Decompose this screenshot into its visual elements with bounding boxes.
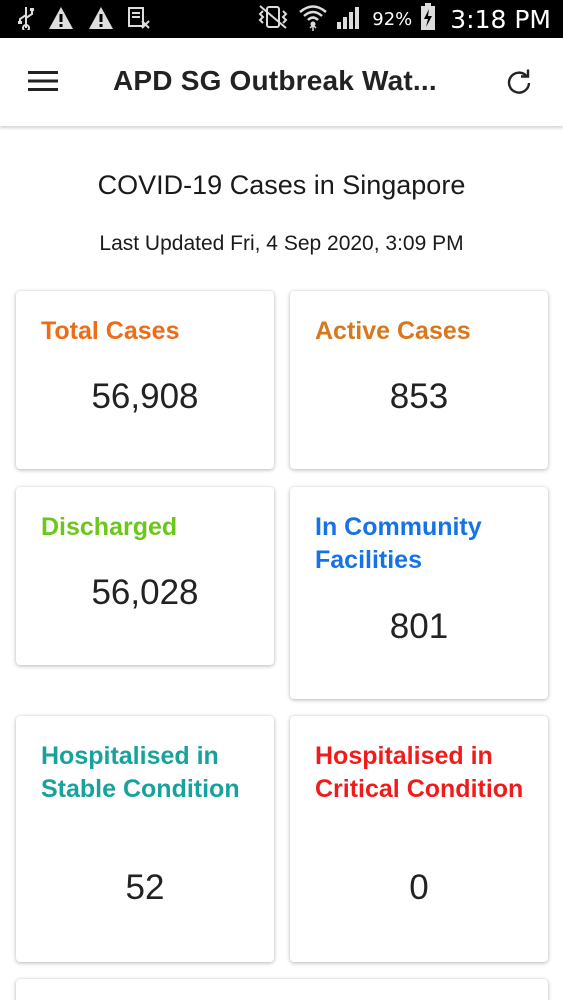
card-label: In Community Facilities [315,513,482,574]
screenshot-icon [128,6,150,35]
warning-icon [48,6,74,35]
card-value: 52 [125,868,165,907]
card-label: Active Cases [315,317,471,345]
app-title: APD SG Outbreak Wat... [113,65,437,96]
stat-card-community-facilities: In Community Facilities 801 [290,487,548,699]
card-label: Total Cases [41,317,180,345]
card-value: 0 [409,868,429,907]
status-bar: 92% 3:18 PM [0,0,563,38]
usb-icon [18,6,34,35]
battery-charging-icon [420,3,436,36]
status-bar-right: 92% 3:18 PM [256,3,551,36]
card-value: 801 [389,607,449,646]
card-label: Discharged [41,513,178,541]
stat-card-discharged: Discharged 56,028 [16,487,274,665]
page-title: COVID-19 Cases in Singapore [97,170,466,200]
card-value: 56,028 [91,573,199,612]
stat-card-hospitalised-critical: Hospitalised in Critical Condition 0 [290,716,548,962]
stat-card-partial [16,979,548,1000]
card-value: 853 [389,377,449,416]
card-label: Hospitalised in Stable Condition [41,742,240,803]
warning-icon [88,6,114,35]
menu-button[interactable] [22,62,64,104]
status-time: 3:18 PM [450,5,551,34]
battery-percent: 92% [372,9,413,30]
signal-icon [336,4,364,35]
card-value: 56,908 [91,377,199,416]
refresh-icon [504,68,534,103]
app-bar: APD SG Outbreak Wat... [0,38,563,126]
main-content: COVID-19 Cases in Singapore Last Updated… [0,126,563,1000]
vibrate-icon [256,4,290,35]
last-updated-text: Last Updated Fri, 4 Sep 2020, 3:09 PM [99,232,464,255]
status-bar-left-icons [18,6,150,35]
menu-icon [28,70,58,97]
refresh-button[interactable] [496,62,542,108]
card-label: Hospitalised in Critical Condition [315,742,524,803]
wifi-icon [298,3,328,36]
stat-card-hospitalised-stable: Hospitalised in Stable Condition 52 [16,716,274,962]
stat-card-active-cases: Active Cases 853 [290,291,548,469]
stat-card-total-cases: Total Cases 56,908 [16,291,274,469]
